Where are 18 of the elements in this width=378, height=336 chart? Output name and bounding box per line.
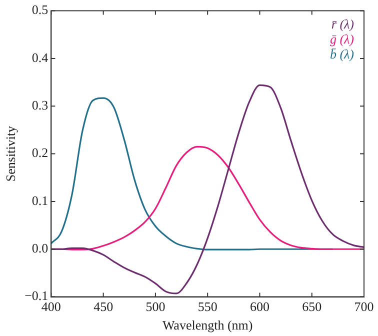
text: b̄ (λ) [330, 46, 354, 62]
x-tick-label: 500 [146, 299, 166, 314]
line-series [51, 84, 364, 294]
x-tick-label: 550 [198, 299, 218, 314]
y-tick-label: 0.3 [32, 98, 48, 113]
y-tick-label: 0.2 [32, 145, 48, 160]
x-tick-label: 700 [354, 299, 374, 314]
y-axis-title: Sensitivity [3, 125, 18, 182]
y-tick-label: 0.1 [32, 192, 48, 208]
text: ḡ (λ) [330, 32, 354, 47]
x-tick-label: 600 [250, 299, 270, 314]
x-axis-title: Wavelength (nm) [162, 318, 253, 333]
x-tick-label: 450 [94, 299, 114, 314]
text: r̄ (λ) [331, 16, 354, 32]
y-tick-label: 0.4 [32, 50, 49, 65]
x-tick-label: 650 [302, 299, 322, 314]
y-tick-label: 0.5 [32, 2, 48, 18]
y-tick-label: 0.0 [32, 240, 48, 256]
